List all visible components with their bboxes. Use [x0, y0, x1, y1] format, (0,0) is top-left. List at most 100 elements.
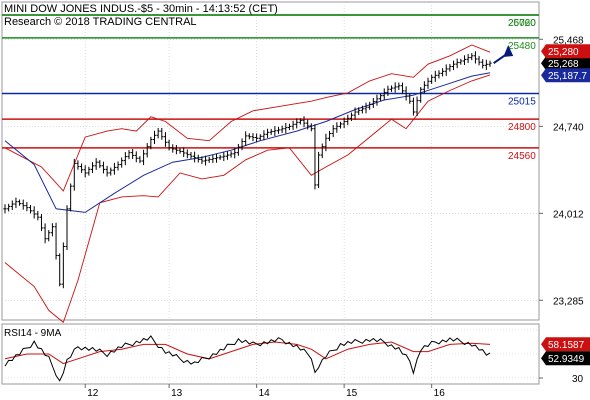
price-bar [251, 133, 255, 142]
price-bar [145, 143, 149, 158]
price-tick-label: 24,012 [553, 209, 584, 220]
time-tick-label: 13 [171, 388, 183, 399]
price-bar [123, 152, 127, 166]
price-bar [430, 74, 434, 84]
price-bar [444, 64, 448, 76]
copyright-notice: Research © 2018 TRADING CENTRAL [4, 16, 197, 28]
price-bar [276, 126, 281, 134]
price-bar [101, 161, 106, 174]
bollinger-upper-line [4, 44, 491, 192]
rsi-lines [4, 335, 491, 382]
price-bar [287, 123, 292, 131]
level-label-25015: 25015 [508, 96, 536, 107]
price-bar [65, 205, 69, 251]
price-bar [131, 149, 135, 160]
price-bar [298, 118, 302, 125]
price-bar [185, 149, 189, 159]
price-bar [477, 55, 481, 66]
price-bar [349, 112, 354, 121]
rsi-tag: 52.9349 [541, 351, 590, 366]
price-bar [437, 70, 441, 79]
price-bar [189, 151, 193, 159]
price-bar [36, 210, 40, 221]
price-tag-label: 25,187.7 [548, 71, 587, 82]
price-bar [76, 160, 80, 170]
rsi14-line [4, 335, 491, 382]
price-bar [167, 139, 171, 151]
price-bar [455, 58, 459, 69]
price-bar [262, 130, 266, 141]
price-bar [127, 150, 131, 160]
price-bar [72, 158, 76, 191]
price-bar [58, 253, 62, 287]
price-bar [3, 204, 7, 214]
price-bar [247, 133, 251, 140]
bollinger-lower-line [4, 74, 491, 324]
price-bar [17, 199, 22, 206]
rsi-tag-label: 52.9349 [548, 354, 585, 365]
price-bar [393, 82, 397, 93]
time-tick-label: 16 [434, 388, 446, 399]
rsi-tag-label: 58.1587 [548, 340, 585, 351]
price-bar [360, 105, 364, 114]
price-bar [203, 155, 208, 166]
price-bar [94, 158, 98, 170]
price-bar [481, 59, 485, 69]
price-tag: 25,187.7 [541, 68, 590, 83]
level-label-25760: 25760 [508, 18, 536, 29]
price-bar [14, 197, 18, 209]
level-label-26020: 26020 [508, 18, 536, 29]
price-bar [43, 223, 47, 244]
price-tick-label: 23,285 [553, 296, 584, 307]
price-bar [462, 55, 467, 66]
price-bar [353, 107, 357, 120]
rsi-gridlines [2, 329, 539, 379]
level-label-25480: 25480 [508, 41, 536, 52]
price-bar [364, 102, 368, 114]
price-bar [484, 59, 488, 70]
price-panel-frame [1, 1, 540, 321]
time-tick-label: 14 [259, 388, 271, 399]
price-bar [324, 133, 328, 152]
level-label-24560: 24560 [508, 151, 536, 162]
price-bar [327, 130, 332, 141]
price-bar [309, 123, 313, 132]
price-bar [317, 151, 321, 189]
price-bar [149, 136, 153, 150]
projection-arrow [493, 45, 514, 65]
rsi-panel-title: RSI14 - 9MA [4, 328, 62, 339]
price-bar [32, 206, 36, 219]
price-bar [404, 86, 408, 101]
time-tick-label: 15 [346, 388, 358, 399]
time-tick-label: 12 [87, 388, 99, 399]
price-bar [98, 160, 102, 168]
price-tag: 25,268 [541, 56, 590, 71]
price-bar [87, 166, 91, 176]
price-bar [207, 156, 211, 163]
price-bar [240, 138, 244, 151]
price-bar [47, 230, 51, 242]
price-bar [426, 77, 430, 89]
price-bar [408, 93, 412, 104]
price-bar [196, 154, 200, 163]
price-bar [211, 155, 215, 163]
price-bar [400, 82, 405, 94]
price-bar [415, 96, 419, 117]
time-axis: 12 13 14 15 16 [84, 384, 446, 399]
price-bar [357, 107, 361, 116]
price-bar [152, 130, 157, 145]
price-bar [171, 144, 175, 153]
price-bar [291, 120, 295, 130]
price-bars [3, 51, 492, 289]
price-bar [269, 128, 273, 135]
price-bar [39, 214, 44, 232]
price-bar [433, 70, 437, 82]
price-bar [313, 124, 317, 190]
price-bar [141, 149, 146, 166]
price-bar [379, 93, 383, 101]
price-bar [233, 148, 237, 159]
price-bar [419, 87, 423, 103]
rsi-ma9-line [4, 341, 491, 365]
price-bar [138, 156, 142, 164]
